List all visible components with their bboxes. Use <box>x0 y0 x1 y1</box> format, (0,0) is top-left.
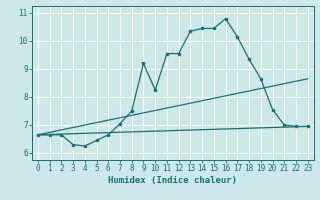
X-axis label: Humidex (Indice chaleur): Humidex (Indice chaleur) <box>108 176 237 185</box>
